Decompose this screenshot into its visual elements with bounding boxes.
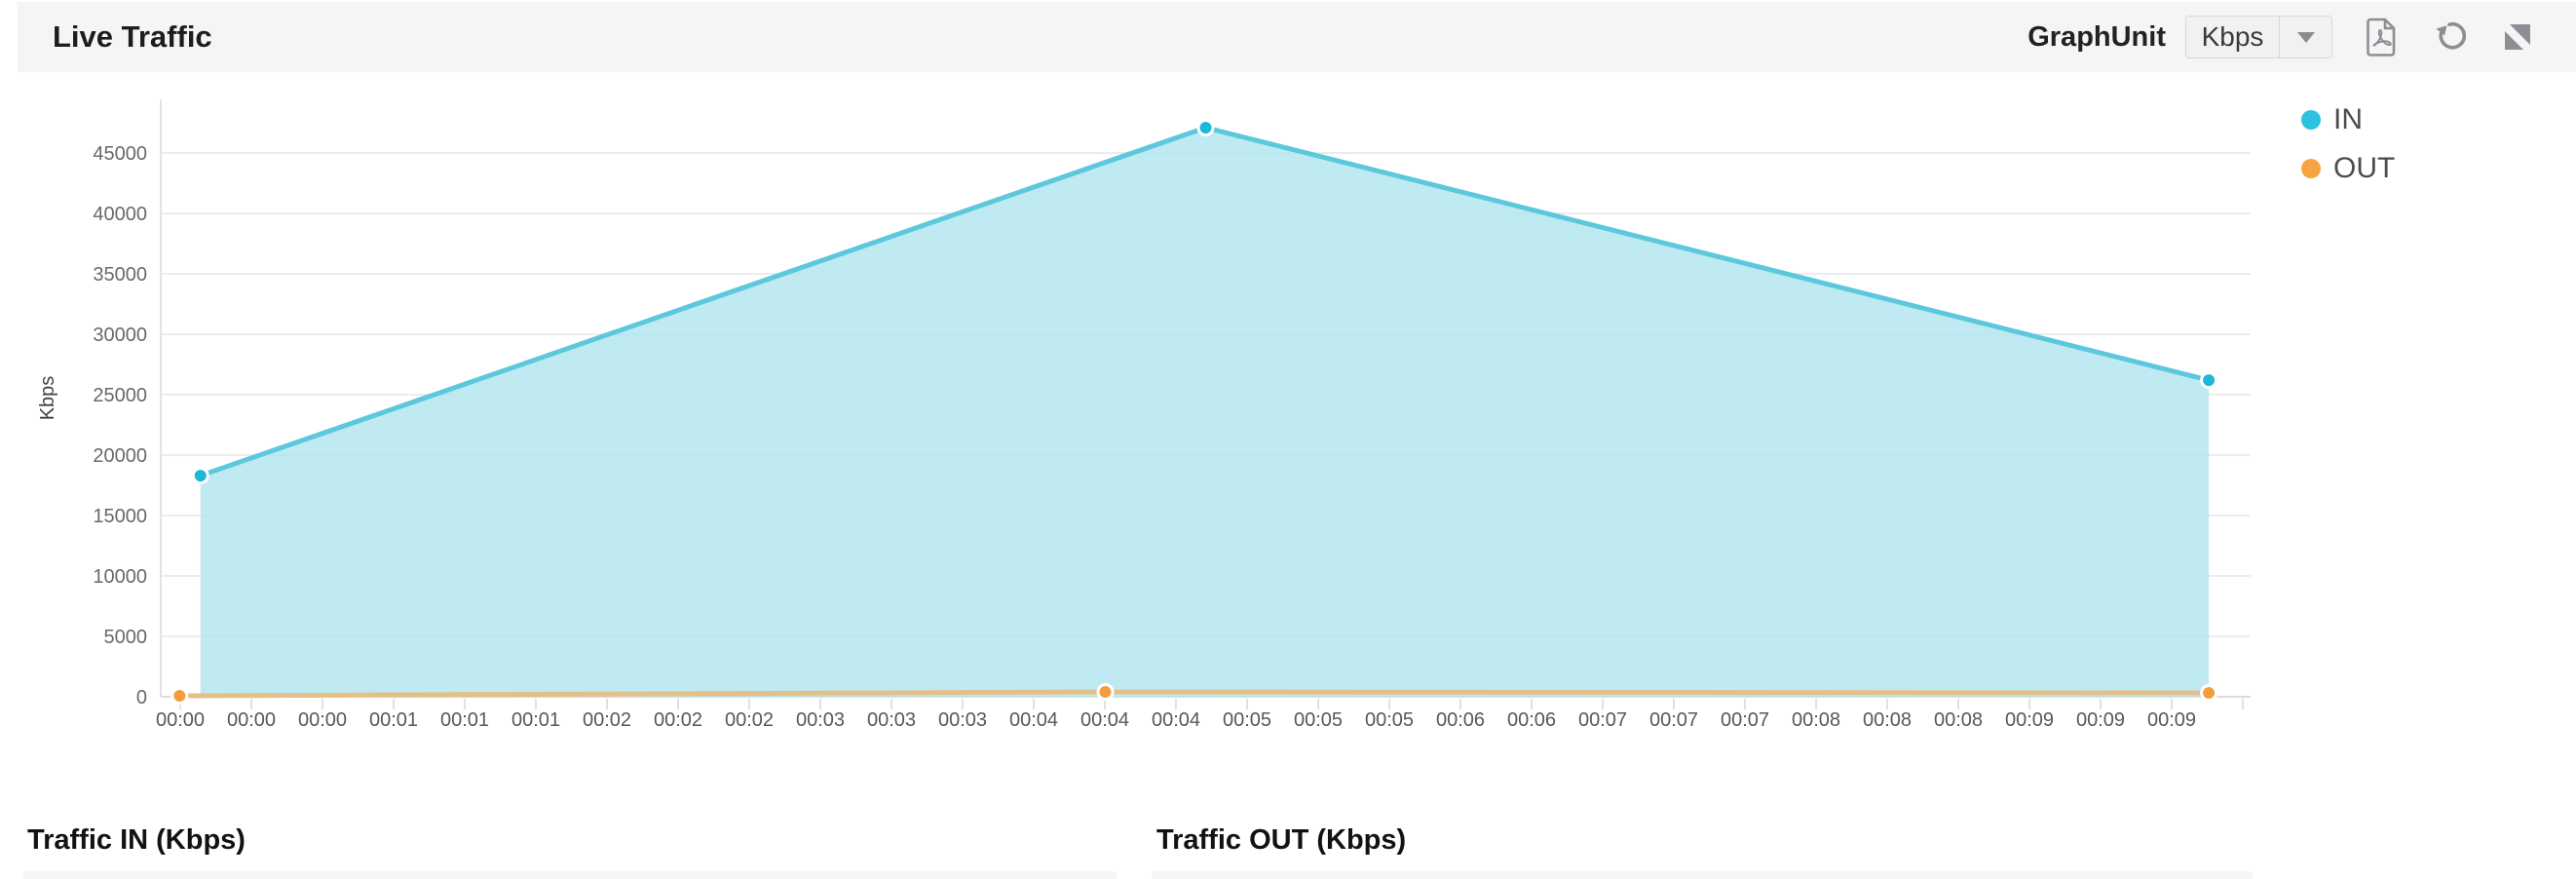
svg-text:00:08: 00:08 (1792, 709, 1840, 731)
svg-text:25000: 25000 (93, 385, 147, 406)
chart-canvas[interactable]: 0 5000 10000 15000 20000 25000 30000 35000 40000… (19, 83, 2377, 765)
graph-unit-dropdown[interactable]: Kbps (2185, 16, 2332, 58)
svg-text:15000: 15000 (93, 506, 147, 527)
svg-text:00:03: 00:03 (867, 709, 916, 731)
traffic-out-table-top (1152, 871, 2253, 879)
legend-label-in: IN (2333, 103, 2363, 135)
legend-item-out[interactable]: OUT (2301, 152, 2395, 185)
svg-text:00:02: 00:02 (654, 709, 702, 731)
svg-text:30000: 30000 (93, 325, 147, 346)
svg-text:00:00: 00:00 (227, 709, 276, 731)
svg-text:00:01: 00:01 (440, 709, 489, 731)
svg-text:00:07: 00:07 (1721, 709, 1769, 731)
chart-legend: IN OUT (2301, 103, 2395, 185)
svg-text:00:05: 00:05 (1223, 709, 1271, 731)
page-header: Live Traffic GraphUnit Kbps (18, 2, 2576, 72)
svg-text:00:08: 00:08 (1934, 709, 1983, 731)
graph-unit-label: GraphUnit (2027, 20, 2166, 53)
chevron-down-icon[interactable] (2279, 17, 2331, 57)
legend-dot-out-icon (2301, 159, 2321, 178)
legend-dot-in-icon (2301, 110, 2321, 130)
y-axis-title: Kbps (37, 376, 58, 421)
refresh-icon[interactable] (2430, 16, 2469, 58)
header-toolbar: GraphUnit Kbps (2027, 2, 2537, 72)
svg-text:00:01: 00:01 (369, 709, 418, 731)
svg-text:00:04: 00:04 (1009, 709, 1058, 731)
svg-text:35000: 35000 (93, 264, 147, 286)
svg-text:00:00: 00:00 (298, 709, 347, 731)
traffic-out-section-title: Traffic OUT (Kbps) (1156, 824, 1407, 856)
svg-text:00:05: 00:05 (1294, 709, 1343, 731)
svg-text:00:02: 00:02 (583, 709, 631, 731)
svg-text:00:07: 00:07 (1578, 709, 1627, 731)
svg-text:20000: 20000 (93, 445, 147, 467)
svg-text:00:08: 00:08 (1863, 709, 1912, 731)
svg-text:00:04: 00:04 (1080, 709, 1129, 731)
svg-text:10000: 10000 (93, 566, 147, 588)
traffic-in-table-top (23, 871, 1117, 879)
traffic-in-section-title: Traffic IN (Kbps) (27, 824, 246, 856)
collapse-icon[interactable] (2498, 16, 2537, 58)
series-out[interactable] (170, 683, 2218, 706)
svg-text:00:09: 00:09 (2076, 709, 2125, 731)
svg-text:00:09: 00:09 (2005, 709, 2054, 731)
svg-text:00:03: 00:03 (938, 709, 987, 731)
svg-text:00:00: 00:00 (156, 709, 205, 731)
svg-text:00:07: 00:07 (1649, 709, 1698, 731)
svg-text:00:05: 00:05 (1365, 709, 1414, 731)
svg-text:00:03: 00:03 (796, 709, 845, 731)
svg-text:45000: 45000 (93, 143, 147, 165)
svg-text:00:06: 00:06 (1436, 709, 1485, 731)
export-pdf-icon[interactable] (2362, 16, 2401, 58)
svg-text:00:06: 00:06 (1507, 709, 1556, 731)
traffic-area-chart[interactable]: 0 5000 10000 15000 20000 25000 30000 35000 40000… (19, 83, 2377, 765)
svg-text:00:04: 00:04 (1152, 709, 1200, 731)
legend-label-out: OUT (2333, 152, 2396, 184)
svg-text:00:09: 00:09 (2147, 709, 2196, 731)
svg-text:00:02: 00:02 (725, 709, 774, 731)
legend-item-in[interactable]: IN (2301, 103, 2395, 136)
svg-text:40000: 40000 (93, 204, 147, 225)
page-title: Live Traffic (53, 19, 212, 54)
svg-text:5000: 5000 (104, 627, 148, 648)
svg-text:00:01: 00:01 (511, 709, 560, 731)
x-axis-labels: 00:00 00:00 00:00 00:01 00:01 00:01 00:02 00:02… (156, 699, 2244, 731)
graph-unit-value: Kbps (2201, 21, 2264, 52)
series-in[interactable] (191, 118, 2218, 698)
svg-text:0: 0 (136, 687, 147, 708)
